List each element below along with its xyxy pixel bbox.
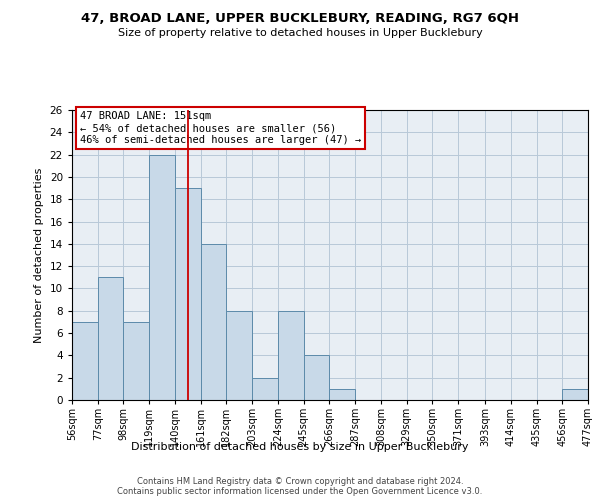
- Text: Distribution of detached houses by size in Upper Bucklebury: Distribution of detached houses by size …: [131, 442, 469, 452]
- Bar: [98, 278, 124, 400]
- Bar: [252, 378, 278, 400]
- Bar: [175, 188, 200, 400]
- Text: 47, BROAD LANE, UPPER BUCKLEBURY, READING, RG7 6QH: 47, BROAD LANE, UPPER BUCKLEBURY, READIN…: [81, 12, 519, 26]
- Bar: [304, 356, 329, 400]
- Text: Contains HM Land Registry data © Crown copyright and database right 2024.: Contains HM Land Registry data © Crown c…: [137, 476, 463, 486]
- Bar: [149, 154, 175, 400]
- Text: 47 BROAD LANE: 151sqm
← 54% of detached houses are smaller (56)
46% of semi-deta: 47 BROAD LANE: 151sqm ← 54% of detached …: [80, 112, 361, 144]
- Bar: [72, 322, 98, 400]
- Text: Size of property relative to detached houses in Upper Bucklebury: Size of property relative to detached ho…: [118, 28, 482, 38]
- Bar: [562, 389, 588, 400]
- Bar: [124, 322, 149, 400]
- Y-axis label: Number of detached properties: Number of detached properties: [34, 168, 44, 342]
- Bar: [200, 244, 226, 400]
- Bar: [278, 311, 304, 400]
- Bar: [226, 311, 252, 400]
- Text: Contains public sector information licensed under the Open Government Licence v3: Contains public sector information licen…: [118, 486, 482, 496]
- Bar: [329, 389, 355, 400]
